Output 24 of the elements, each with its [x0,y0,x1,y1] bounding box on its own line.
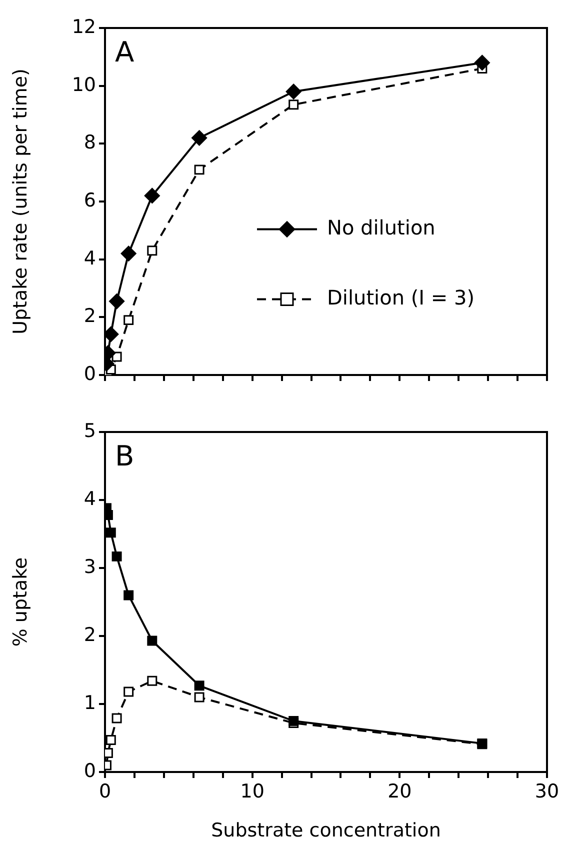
y-tick-label: 4 [84,247,96,270]
y-tick-label: 8 [84,132,96,154]
x-tick-label: 10 [240,780,264,802]
x-tick-label: 0 [98,780,112,802]
x-tick-label: 20 [388,780,412,802]
y-tick-label: 4 [84,488,96,510]
y-tick-label: 5 [84,420,96,442]
y-tick-label: 0 [84,362,96,385]
y-tick-label: 2 [84,624,96,646]
y-tick-label: 12 [72,16,96,38]
y-tick-label: 0 [84,760,96,782]
x-tick-label: 30 [534,780,560,802]
y-tick-label: 2 [84,305,96,328]
y-axis-title: Uptake rate (units per time) [9,68,32,334]
y-tick-label: 3 [84,556,96,578]
y-tick-label: 6 [84,189,96,212]
y-axis-title: % uptake [9,557,32,647]
y-tick-label: 1 [84,692,96,714]
legend-label: Dilution (I = 3) [327,285,475,310]
y-tick-label: 10 [72,74,96,96]
x-axis-title: Substrate concentration [211,820,441,842]
chart-title: A [115,35,134,68]
legend-label: No dilution [327,215,436,240]
chart-title: B [115,439,134,472]
